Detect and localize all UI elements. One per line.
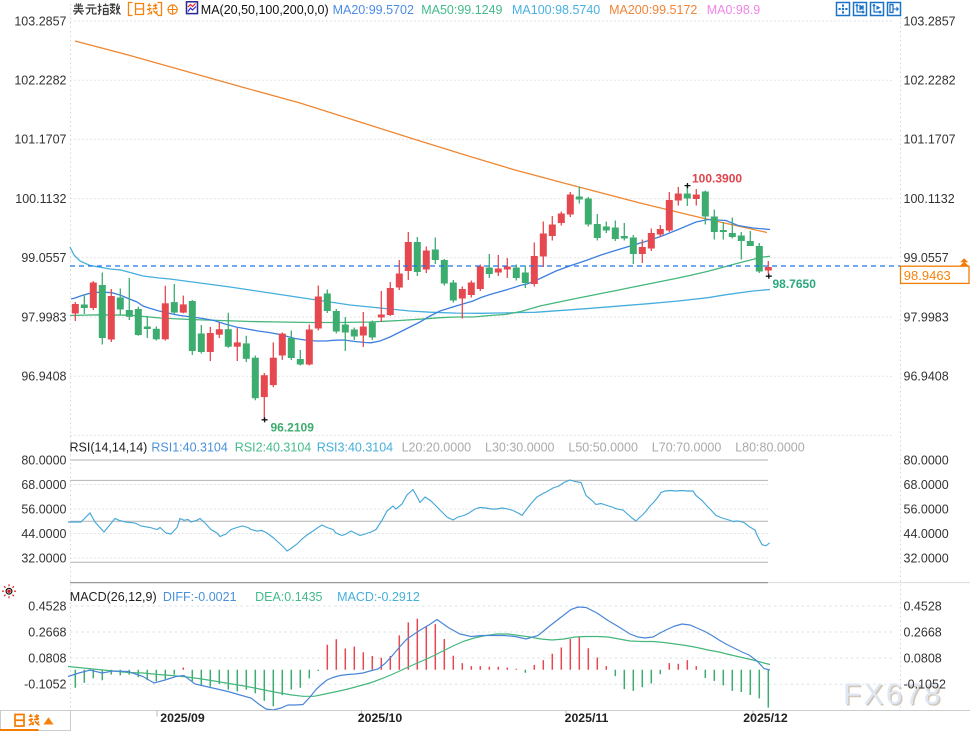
- svg-text:80.0000: 80.0000: [21, 453, 66, 467]
- svg-text:MA20:99.5702: MA20:99.5702: [333, 3, 414, 17]
- svg-text:DEA:0.1435: DEA:0.1435: [255, 590, 322, 604]
- svg-text:44.0000: 44.0000: [21, 527, 66, 541]
- svg-text:MACD(26,12,9): MACD(26,12,9): [70, 590, 157, 604]
- svg-text:-0.1052: -0.1052: [24, 678, 66, 692]
- svg-text:2025/10: 2025/10: [358, 711, 403, 725]
- svg-text:RSI(14,14,14): RSI(14,14,14): [70, 441, 148, 455]
- svg-text:56.0000: 56.0000: [21, 502, 66, 516]
- svg-text:MACD:-0.2912: MACD:-0.2912: [337, 590, 420, 604]
- svg-text:FX678: FX678: [843, 678, 943, 711]
- svg-text:0.2668: 0.2668: [28, 625, 66, 639]
- svg-text:100.1132: 100.1132: [15, 192, 66, 206]
- svg-text:FX678: FX678: [845, 680, 945, 713]
- svg-text:44.0000: 44.0000: [904, 527, 949, 541]
- svg-text:L80:80.0000: L80:80.0000: [735, 441, 805, 455]
- svg-text:2025/09: 2025/09: [160, 711, 205, 725]
- svg-text:0.4528: 0.4528: [28, 599, 66, 613]
- svg-text:96.2109: 96.2109: [271, 421, 315, 435]
- svg-text:MA0:98.9: MA0:98.9: [707, 3, 761, 17]
- svg-text:103.2857: 103.2857: [14, 14, 66, 28]
- svg-text:80.0000: 80.0000: [904, 453, 949, 467]
- svg-text:98.9463: 98.9463: [904, 268, 951, 283]
- svg-text:0.2668: 0.2668: [904, 625, 942, 639]
- svg-text:68.0000: 68.0000: [21, 478, 66, 492]
- svg-text:L70:70.0000: L70:70.0000: [652, 441, 722, 455]
- svg-text:MA200:99.5172: MA200:99.5172: [609, 3, 697, 17]
- svg-text:RSI3:40.3104: RSI3:40.3104: [317, 441, 393, 455]
- svg-text:2025/12: 2025/12: [743, 711, 788, 725]
- svg-text:56.0000: 56.0000: [904, 502, 949, 516]
- svg-text:DIFF:-0.0021: DIFF:-0.0021: [163, 590, 237, 604]
- svg-text:100.1132: 100.1132: [904, 192, 955, 206]
- svg-text:0.0808: 0.0808: [904, 651, 942, 665]
- svg-text:98.7650: 98.7650: [773, 277, 817, 291]
- svg-text:L50:50.0000: L50:50.0000: [568, 441, 638, 455]
- svg-text:MA50:99.1249: MA50:99.1249: [421, 3, 502, 17]
- svg-text:101.1707: 101.1707: [14, 133, 66, 147]
- svg-text:99.0557: 99.0557: [21, 251, 66, 265]
- svg-text:101.1707: 101.1707: [904, 133, 956, 147]
- svg-text:96.9408: 96.9408: [21, 370, 66, 384]
- svg-text:99.0557: 99.0557: [904, 251, 949, 265]
- svg-text:96.9408: 96.9408: [904, 370, 949, 384]
- svg-text:L30:30.0000: L30:30.0000: [485, 441, 555, 455]
- svg-text:RSI1:40.3104: RSI1:40.3104: [151, 441, 227, 455]
- svg-text:32.0000: 32.0000: [904, 551, 949, 565]
- svg-text:L20:20.0000: L20:20.0000: [402, 441, 472, 455]
- svg-text:2025/11: 2025/11: [565, 711, 609, 725]
- svg-text:0.4528: 0.4528: [904, 599, 942, 613]
- svg-text:RSI2:40.3104: RSI2:40.3104: [235, 441, 311, 455]
- svg-text:68.0000: 68.0000: [904, 478, 949, 492]
- svg-text:102.2282: 102.2282: [14, 74, 66, 88]
- svg-text:MA100:98.5740: MA100:98.5740: [512, 3, 600, 17]
- svg-text:32.0000: 32.0000: [21, 551, 66, 565]
- svg-text:102.2282: 102.2282: [904, 74, 956, 88]
- svg-text:103.2857: 103.2857: [904, 14, 956, 28]
- svg-text:97.9983: 97.9983: [904, 310, 949, 324]
- svg-text:MA(20,50,100,200,0,0): MA(20,50,100,200,0,0): [201, 3, 329, 17]
- svg-text:0.0808: 0.0808: [28, 651, 66, 665]
- svg-text:100.3900: 100.3900: [692, 171, 742, 185]
- svg-text:97.9983: 97.9983: [21, 310, 66, 324]
- svg-text:-0.1052: -0.1052: [904, 678, 946, 692]
